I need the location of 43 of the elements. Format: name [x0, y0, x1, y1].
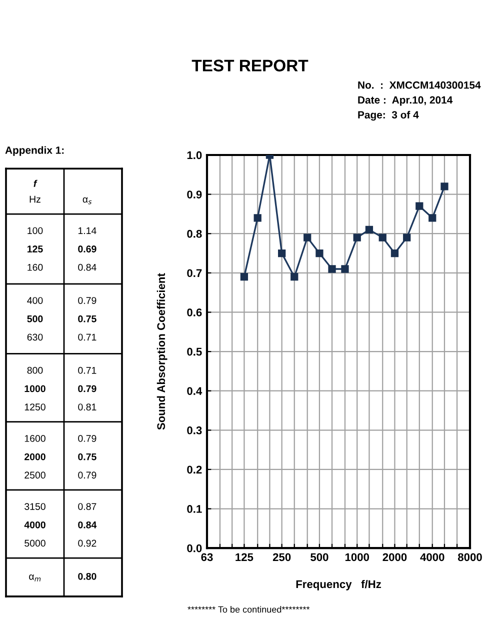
point [341, 265, 349, 273]
point [428, 214, 436, 222]
point [390, 249, 399, 258]
x-tick-label: 63 [201, 553, 213, 562]
x-tick-label: 125 [236, 553, 254, 562]
x-tick-label: 250 [272, 553, 291, 562]
point [365, 226, 374, 234]
point [278, 249, 286, 258]
x-tick-label: 8000 [458, 553, 482, 562]
x-tick-label: 4000 [420, 553, 444, 562]
y-tick-label: 0.8 [187, 230, 202, 238]
y-tick-label: 0.6 [187, 308, 202, 316]
y-axis-title: Sound Absorption Coefficient [156, 273, 168, 430]
text: Page: 3 of 4 [358, 110, 419, 121]
y-tick-label: 0.0 [187, 544, 202, 552]
point [304, 234, 312, 242]
point [328, 265, 336, 273]
y-tick-label: 0.2 [187, 466, 202, 474]
x-tick-label: 2000 [382, 553, 407, 562]
point [353, 234, 361, 242]
x-tick-label: 500 [310, 553, 328, 562]
point [416, 202, 424, 210]
text: Appendix 1: [5, 146, 64, 156]
text: Date : Apr.10, 2014 [358, 96, 453, 106]
y-tick-label: 0.1 [187, 505, 202, 513]
text: ******** To be continued******** [188, 606, 310, 613]
text: No. : XMCCM140300154 [358, 81, 481, 89]
x-tick-label: 1000 [345, 553, 370, 562]
y-tick-label: 0.5 [187, 348, 202, 356]
point [403, 234, 411, 242]
point [378, 234, 386, 242]
y-tick-label: 0.3 [187, 426, 202, 434]
point [254, 214, 262, 222]
point [240, 273, 248, 281]
point [290, 273, 298, 281]
y-tick-label: 0.7 [187, 269, 202, 278]
point [316, 249, 324, 258]
x-axis-title: Frequency f/Hz [296, 580, 382, 590]
chart-title: TEST REPORT [192, 60, 308, 72]
y-tick-label: 0.9 [187, 190, 202, 198]
y-tick-label: 0.4 [187, 387, 202, 395]
y-tick-label: 1.0 [187, 151, 202, 160]
point [440, 182, 448, 190]
